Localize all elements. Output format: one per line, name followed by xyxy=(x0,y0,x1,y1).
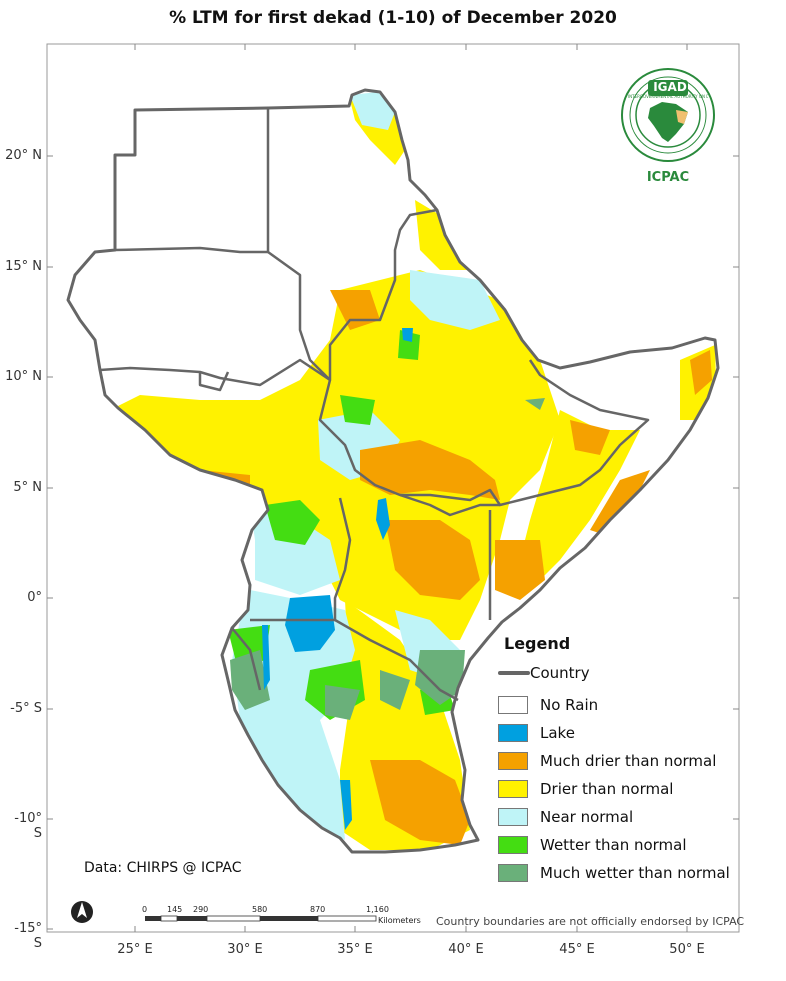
legend-title: Legend xyxy=(504,634,571,653)
latitude-label: -10° S xyxy=(14,811,42,841)
latitude-label: 0° xyxy=(27,590,42,605)
scalebar-tick: 0 xyxy=(142,905,148,914)
longitude-label: 25° E xyxy=(117,942,153,957)
legend-label: Drier than normal xyxy=(540,780,674,798)
logo-ring-text: INTERGOVERNMENTAL AUTHORITY ON DEVELOPME… xyxy=(628,94,708,99)
scalebar-tick: 290 xyxy=(193,905,209,914)
lake-tanganyika xyxy=(262,625,270,690)
legend-label: Country xyxy=(530,664,590,682)
lake-tana xyxy=(402,328,413,342)
latitude-label: -5° S xyxy=(10,701,42,716)
legend-label: No Rain xyxy=(540,696,599,714)
longitude-label: 40° E xyxy=(448,942,484,957)
latitude-label: 5° N xyxy=(13,480,42,495)
logo-bottom-text: ICPAC xyxy=(646,170,690,185)
legend-label: Lake xyxy=(540,724,575,742)
longitude-label: 50° E xyxy=(669,942,705,957)
scalebar-tick: 580 xyxy=(252,905,268,914)
latitude-label: 10° N xyxy=(5,369,42,384)
logo-top-text: IGAD xyxy=(653,80,687,94)
scalebar-tick: 1,160 xyxy=(366,905,389,914)
legend-item-much-drier: Much drier than normal xyxy=(498,747,743,775)
longitude-label: 35° E xyxy=(337,942,373,957)
legend-swatch xyxy=(498,780,528,798)
scalebar-tick: 870 xyxy=(310,905,326,914)
legend-swatch xyxy=(498,808,528,826)
legend-item-drier: Drier than normal xyxy=(498,775,743,803)
latitude-label: 15° N xyxy=(5,259,42,274)
country-line-swatch xyxy=(498,671,530,675)
graticule-ticks xyxy=(47,44,739,932)
legend-swatch xyxy=(498,752,528,770)
legend-label: Wetter than normal xyxy=(540,836,687,854)
lake-turkana xyxy=(376,498,390,540)
legend-item-no-rain: No Rain xyxy=(498,691,743,719)
legend-swatch xyxy=(498,724,528,742)
legend-item-lake: Lake xyxy=(498,719,743,747)
disclaimer: Country boundaries are not officially en… xyxy=(436,915,745,928)
legend-swatch xyxy=(498,696,528,714)
scale-bar xyxy=(145,915,377,922)
igad-logo-icon xyxy=(621,68,715,162)
lake-malawi xyxy=(340,780,352,830)
legend-label: Much wetter than normal xyxy=(540,864,730,882)
latitude-label: -15° S xyxy=(14,921,42,951)
legend-label: Near normal xyxy=(540,808,634,826)
data-credit: Data: CHIRPS @ ICPAC xyxy=(84,860,242,876)
north-arrow-icon xyxy=(71,901,93,923)
legend-swatch xyxy=(498,836,528,854)
scalebar-tick: 145 xyxy=(167,905,183,914)
longitude-label: 45° E xyxy=(559,942,595,957)
map-title: % LTM for first dekad (1-10) of December… xyxy=(169,8,617,28)
legend-item-near-normal: Near normal xyxy=(498,803,743,831)
legend-item-much-wetter: Much wetter than normal xyxy=(498,859,743,887)
country-borders xyxy=(99,108,650,702)
legend-item-wetter: Wetter than normal xyxy=(498,831,743,859)
legend-item-country: Country xyxy=(498,659,743,687)
legend-label: Much drier than normal xyxy=(540,752,717,770)
lake-victoria xyxy=(285,595,335,652)
scalebar-unit: Kilometers xyxy=(378,916,421,925)
legend-swatch xyxy=(498,864,528,882)
latitude-label: 20° N xyxy=(5,148,42,163)
legend: Legend Country No Rain Lake Much drier t… xyxy=(498,634,743,887)
region-outline xyxy=(66,88,720,854)
longitude-label: 30° E xyxy=(227,942,263,957)
